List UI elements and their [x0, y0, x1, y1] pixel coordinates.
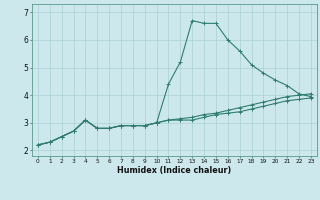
X-axis label: Humidex (Indice chaleur): Humidex (Indice chaleur)	[117, 166, 232, 175]
